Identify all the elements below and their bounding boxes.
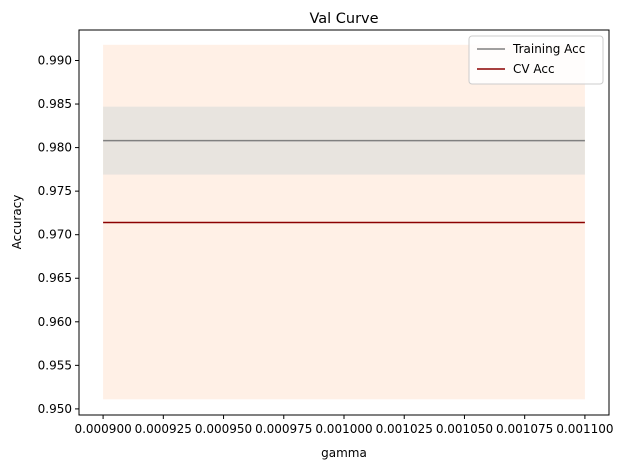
y-tick-label: 0.950 <box>38 402 72 416</box>
x-tick-label: 0.001000 <box>315 422 372 436</box>
x-tick-label: 0.001100 <box>556 422 613 436</box>
y-axis-ticks: 0.950 0.955 0.960 0.965 0.970 0.975 0.980 0.985… <box>38 53 79 416</box>
y-tick-label: 0.960 <box>38 315 72 329</box>
y-tick-label: 0.965 <box>38 271 72 285</box>
y-tick-label: 0.970 <box>38 228 72 242</box>
x-tick-label: 0.000975 <box>255 422 312 436</box>
legend-label-cv-acc: CV Acc <box>513 62 555 76</box>
series-lines <box>103 139 585 224</box>
x-tick-label: 0.000950 <box>195 422 252 436</box>
y-axis-title: Accuracy <box>10 195 24 250</box>
y-tick-label: 0.980 <box>38 141 72 155</box>
x-tick-label: 0.001025 <box>376 422 433 436</box>
y-tick-label: 0.985 <box>38 97 72 111</box>
legend-label-training-acc: Training Acc <box>512 42 585 56</box>
legend-box <box>468 35 604 85</box>
chart-title: Val Curve <box>309 11 378 27</box>
y-tick-label: 0.990 <box>38 53 72 67</box>
legend: Training Acc CV Acc <box>468 35 604 85</box>
x-tick-label: 0.001050 <box>436 422 493 436</box>
y-tick-label: 0.955 <box>38 358 72 372</box>
x-tick-label: 0.000925 <box>135 422 192 436</box>
x-axis-title: gamma <box>321 446 367 460</box>
y-tick-label: 0.975 <box>38 184 72 198</box>
x-tick-label: 0.001075 <box>496 422 553 436</box>
x-axis-ticks: 0.000900 0.000925 0.000950 0.000975 0.001000… <box>74 415 614 436</box>
x-tick-label: 0.000900 <box>74 422 131 436</box>
